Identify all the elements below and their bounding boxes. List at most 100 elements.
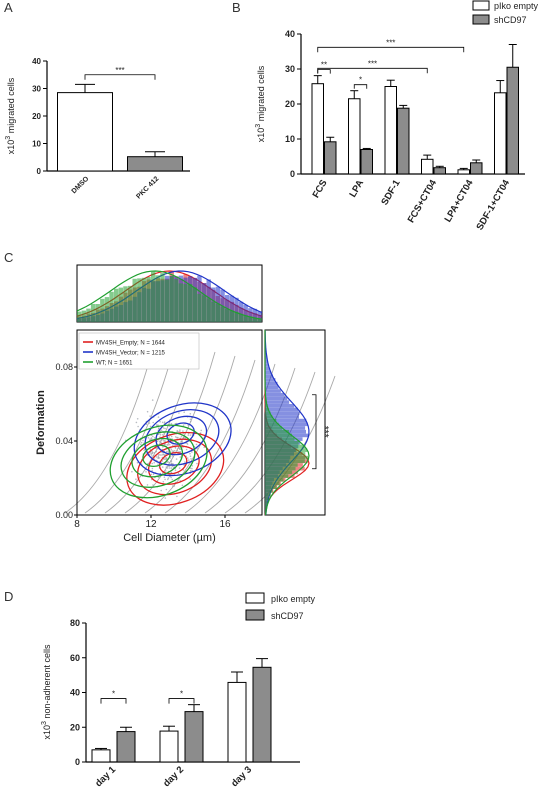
panel-b-x-tick-label: LPA+CT04 xyxy=(443,177,476,224)
panel-c-right-histogram-bar xyxy=(265,396,288,401)
panel-d-x-tick-label: day 1 xyxy=(93,764,118,789)
panel-c-top-histogram-bar xyxy=(229,295,235,322)
panel-c-legend-label: MV4SH_Vector; N = 1215 xyxy=(96,351,166,357)
panel-c-right-histogram-bar xyxy=(265,489,273,493)
panel-c-top-histogram-bar xyxy=(174,279,179,322)
panel-c-right-histogram-bar xyxy=(265,374,274,378)
panel-c-chart: 8 12 16 0.00 0.04 0.08 Cell Diameter (µm) Defor… xyxy=(35,264,336,544)
panel-c-top-histogram-bar xyxy=(160,273,165,322)
panel-c-scatter-point xyxy=(175,458,178,460)
panel-c-right-histogram-bar xyxy=(265,466,296,471)
panel-a-y-tick-label: 10 xyxy=(32,140,41,149)
panel-c-top-histogram-bar xyxy=(197,293,202,322)
panel-b-bar xyxy=(506,66,519,175)
panel-c-scatter-point xyxy=(167,478,169,481)
panel-c-right-histogram-bar xyxy=(265,404,295,408)
panel-b-letter: B xyxy=(232,0,241,15)
panel-d-x-tick-label: day 3 xyxy=(229,764,254,789)
panel-c-x-axis-title: Cell Diameter (µm) xyxy=(123,532,216,544)
panel-c-scatter-point xyxy=(183,411,185,414)
panel-c-y-tick-label: 0.00 xyxy=(55,510,73,520)
panel-d-y-tick-label: 20 xyxy=(70,722,80,732)
panel-c-top-histogram-bar xyxy=(220,306,225,322)
panel-c-contour xyxy=(120,431,196,488)
panel-c-contour xyxy=(142,444,171,467)
panel-c-scatter-point xyxy=(146,484,149,486)
panel-c-contour xyxy=(133,402,232,477)
panel-d-y-tick-label: 40 xyxy=(70,688,80,698)
panel-c-top-histogram-bar xyxy=(95,303,100,322)
panel-c-scatter-point xyxy=(174,446,177,449)
panel-c-scatter-point xyxy=(152,484,154,486)
panel-c-right-histogram-bar xyxy=(265,400,290,404)
panel-c-scatter-point xyxy=(161,454,163,456)
panel-c-top-histogram-curve xyxy=(76,270,263,320)
panel-c-scatter-point xyxy=(176,450,179,452)
panel-c-scatter-point xyxy=(164,457,167,459)
panel-b-significance-label: * xyxy=(359,76,362,85)
panel-c-y-axis-title: Deformation xyxy=(35,390,47,455)
panel-c-scatter-point xyxy=(170,460,172,462)
panel-c-top-histogram-bar xyxy=(132,278,137,322)
panel-c-right-histogram-bar xyxy=(265,404,268,408)
panel-a-y-tick-label: 20 xyxy=(32,112,41,121)
panel-c-scatter-point xyxy=(151,467,154,470)
panel-b-significance-bracket xyxy=(353,84,368,89)
panel-c-scatter-point xyxy=(170,467,173,469)
panel-c-scatter-point xyxy=(157,433,160,436)
panel-c-scatter-point xyxy=(178,467,181,469)
panel-c-scatter-point xyxy=(151,462,153,465)
panel-c-scatter-point xyxy=(200,429,202,432)
panel-c-scatter-point xyxy=(191,451,193,453)
panel-c-scatter-point xyxy=(168,436,171,438)
panel-c-right-histogram-bar xyxy=(265,496,269,501)
panel-c-y-tick-label: 0.04 xyxy=(55,436,73,446)
panel-d-y-axis-title: x103 non-adherent cells xyxy=(41,644,52,739)
panel-c-scatter-point xyxy=(180,435,183,438)
panel-d-significance-label: * xyxy=(112,690,115,699)
panel-c-scatter-point xyxy=(189,413,192,415)
panel-c-top-histogram-bar xyxy=(118,287,124,322)
panel-c-scatter-point xyxy=(152,473,155,476)
panel-c-right-histogram-bar xyxy=(265,437,295,441)
panel-c-scatter-point xyxy=(184,461,186,463)
panel-c-scatter-point xyxy=(137,425,139,428)
panel-a-letter: A xyxy=(4,0,13,15)
panel-b-legend-label: pIko empty xyxy=(494,1,539,11)
panel-c-scatter-point xyxy=(158,427,160,429)
panel-c-legend-box xyxy=(78,332,200,370)
panel-c-scatter-point xyxy=(176,430,179,432)
panel-b: B 0 10 20 30 40 x103 migrated cells FCS LPA SDF-… xyxy=(232,0,539,232)
panel-c-scatter-point xyxy=(179,429,181,431)
panel-c-scatter-point xyxy=(164,497,167,499)
panel-b-bar xyxy=(324,141,337,175)
panel-c-scatter-point xyxy=(161,434,164,436)
panel-c-right-histogram-bar xyxy=(265,459,305,464)
panel-c-scatter-point xyxy=(172,444,174,447)
panel-a-significance-label: *** xyxy=(115,66,124,75)
panel-a-chart: 0 10 20 30 40 x103 migrated cells DMSO PKC 412 *… xyxy=(5,57,190,201)
panel-b-legend-swatch xyxy=(472,0,490,11)
panel-c-scatter-point xyxy=(160,429,163,432)
panel-b-y-tick-label: 20 xyxy=(285,99,295,109)
panel-c-scatter-point xyxy=(170,417,173,419)
panel-c-scatter-point xyxy=(164,458,166,461)
panel-c-right-histogram-bar xyxy=(265,359,268,364)
panel-d-y-tick-label: 60 xyxy=(70,653,80,663)
panel-b-bar xyxy=(421,158,434,175)
panel-c-significance-bracket xyxy=(312,394,317,470)
panel-c-top-histogram-bar xyxy=(238,314,244,322)
panel-c-right-histogram-bar xyxy=(265,492,271,497)
panel-c-right-histogram-bar xyxy=(265,355,268,360)
panel-c-right-histogram-bar xyxy=(265,500,268,504)
panel-c-top-histogram-bar xyxy=(137,278,142,322)
panel-c-top-histogram-bar xyxy=(234,311,239,322)
panel-c-scatter-point xyxy=(176,495,178,498)
panel-c-scatter-point xyxy=(148,422,151,424)
panel-c-scatter-point xyxy=(136,461,139,464)
panel-c-scatter-point xyxy=(166,450,168,453)
panel-c-scatter-point xyxy=(174,469,177,472)
panel-c-scatter-point xyxy=(162,439,164,441)
panel-c-scatter-point xyxy=(160,442,162,444)
panel-c-scatter-point xyxy=(159,454,162,456)
